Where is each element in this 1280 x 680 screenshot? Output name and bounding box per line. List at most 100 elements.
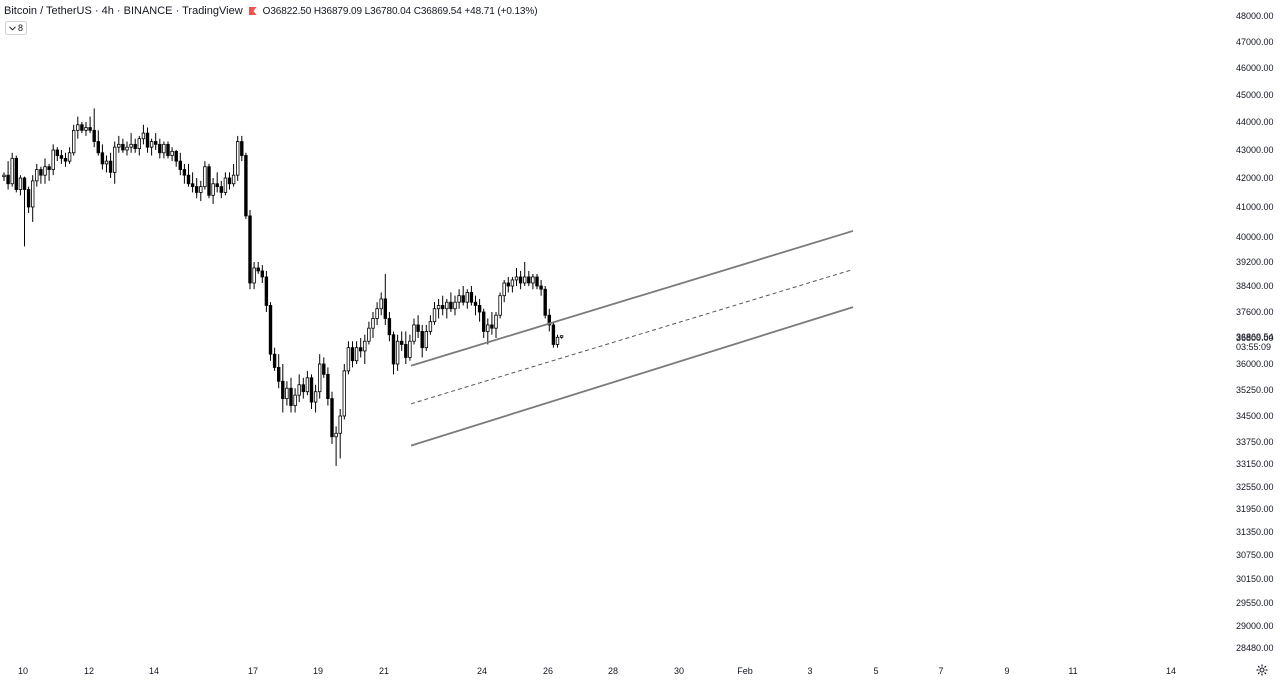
x-tick-label: 9 — [1004, 666, 1009, 676]
candle-body — [428, 321, 433, 332]
y-tick-label: 35250.00 — [1236, 385, 1274, 395]
candle-body — [6, 174, 10, 185]
candle-body — [322, 363, 326, 375]
y-tick-label: 48000.00 — [1236, 11, 1274, 21]
candle-body — [96, 141, 100, 154]
candle-body — [30, 180, 35, 208]
candle-body — [416, 324, 420, 332]
y-tick-label: 38400.00 — [1236, 281, 1274, 291]
candle-body — [363, 340, 367, 352]
candles-group — [2, 108, 564, 466]
candle-body — [22, 177, 27, 190]
candle-body — [391, 334, 396, 365]
candle-body — [108, 160, 113, 173]
candle-body — [264, 276, 269, 306]
candle-body — [535, 276, 539, 287]
study-toggle-button[interactable]: 8 — [5, 21, 28, 35]
x-tick-label: 28 — [608, 666, 618, 676]
candle-body — [461, 295, 465, 303]
candle-body — [178, 160, 182, 170]
candle-body — [121, 143, 125, 151]
price-axis: 48000.00 47000.00 46000.00 45000.00 44000.00… — [1236, 11, 1274, 653]
candle-body — [342, 370, 346, 417]
candle-body — [551, 324, 556, 345]
candle-body — [272, 353, 277, 368]
candle-body — [440, 305, 445, 310]
candle-body — [449, 301, 453, 310]
last-price-label: 36869.54 — [1236, 332, 1274, 342]
channel-upper-line — [410, 230, 854, 367]
x-tick-label: 24 — [477, 666, 487, 676]
candle-body — [26, 189, 31, 208]
candle-body — [555, 336, 560, 345]
candle-body — [334, 432, 338, 438]
candle-body — [539, 285, 543, 290]
candle-body — [547, 314, 551, 326]
candle-body — [2, 174, 6, 177]
candle-body — [199, 186, 203, 193]
candle-body — [465, 292, 469, 303]
y-tick-label: 37600.00 — [1236, 307, 1274, 317]
candle-body — [506, 282, 510, 287]
candle-body — [317, 363, 322, 393]
candle-body — [211, 183, 215, 196]
x-tick-label: 17 — [248, 666, 258, 676]
candle-body — [153, 141, 158, 145]
y-tick-label: 44000.00 — [1236, 117, 1274, 127]
x-tick-label: 7 — [938, 666, 943, 676]
candle-body — [293, 394, 297, 406]
candle-body — [215, 183, 219, 188]
candle-body — [371, 318, 375, 329]
ohlc-low: L36780.04 — [364, 5, 412, 17]
y-tick-label: 47000.00 — [1236, 37, 1274, 47]
candle-body — [100, 152, 105, 165]
y-tick-label: 31950.00 — [1236, 504, 1274, 514]
channel-lower-line — [410, 306, 854, 447]
candle-body — [494, 314, 498, 329]
candle-body — [76, 124, 80, 131]
candle-body — [35, 169, 39, 182]
candle-body — [129, 143, 133, 148]
candle-body — [55, 149, 59, 156]
candle-body — [289, 387, 293, 406]
y-tick-label: 40000.00 — [1236, 232, 1274, 242]
candle-body — [67, 152, 72, 162]
candle-body — [141, 132, 146, 140]
y-tick-label: 29550.00 — [1236, 598, 1274, 608]
candle-body — [399, 340, 404, 345]
y-tick-label: 45000.00 — [1236, 90, 1274, 100]
x-tick-label: 12 — [84, 666, 94, 676]
gear-icon[interactable] — [1256, 664, 1268, 676]
candle-body — [490, 324, 494, 329]
candle-body — [412, 324, 416, 342]
y-tick-label: 46000.00 — [1236, 63, 1274, 73]
candle-body — [133, 143, 137, 149]
candle-body — [170, 150, 174, 156]
candle-body — [502, 282, 506, 297]
symbol-title[interactable]: Bitcoin / TetherUS · 4h · BINANCE · Trad… — [4, 5, 243, 17]
x-tick-label: 5 — [873, 666, 878, 676]
candle-body — [473, 301, 478, 306]
candle-body — [523, 276, 527, 284]
ohlc-open: O36822.50 — [262, 5, 312, 17]
candle-body — [158, 143, 162, 154]
candle-body — [252, 267, 256, 284]
candle-body — [313, 391, 318, 403]
candle-body — [51, 149, 55, 170]
candle-body — [231, 174, 236, 185]
y-tick-label: 31350.00 — [1236, 527, 1274, 537]
flag-icon[interactable] — [248, 7, 257, 15]
candle-body — [14, 157, 18, 190]
candle-body — [63, 157, 68, 162]
candle-body — [72, 129, 76, 154]
candle-body — [10, 157, 14, 185]
candle-body — [301, 384, 305, 393]
candle-body — [276, 367, 281, 382]
chevron-down-icon — [9, 25, 16, 31]
y-tick-label: 32550.00 — [1236, 482, 1274, 492]
candle-body — [186, 174, 191, 185]
x-tick-label: 26 — [543, 666, 553, 676]
ohlc-change: +48.71 (+0.13%) — [464, 5, 538, 17]
candle-body — [379, 298, 383, 310]
